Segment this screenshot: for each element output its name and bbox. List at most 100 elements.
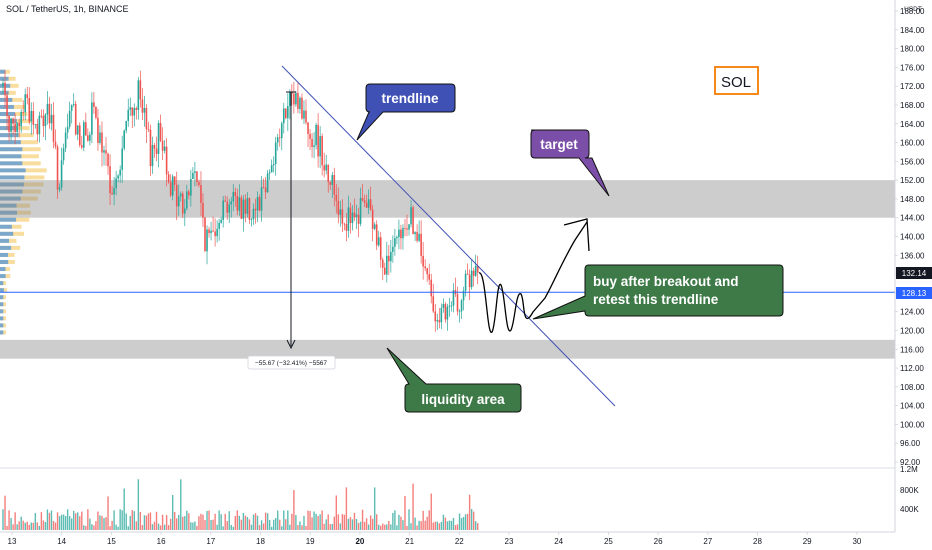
volume-bar [353, 512, 356, 530]
candle-body [287, 105, 289, 119]
volume-bar [103, 518, 105, 530]
candle-body [234, 191, 237, 196]
candle-body [434, 311, 437, 322]
time-tick-label: 19 [306, 537, 315, 546]
volume-bar [398, 514, 400, 530]
volume-bar [440, 521, 443, 530]
candle-body [22, 112, 24, 113]
candle-body [392, 246, 394, 252]
candle-body [113, 188, 115, 195]
price-tick-label: 172.00 [900, 82, 925, 91]
candle-body [99, 132, 101, 143]
candle-body [28, 97, 31, 122]
volume-bar [309, 511, 311, 530]
candle-body [460, 300, 463, 312]
volume-bar [365, 518, 368, 530]
candle-body [430, 279, 433, 297]
candle-body [325, 164, 327, 171]
volume-bar [129, 515, 131, 530]
volume-bar [155, 511, 158, 530]
liquidity-callout[interactable]: liquidity area [386, 347, 522, 413]
volume-bar [20, 516, 22, 530]
price-axis[interactable]: USDT 92.00 96.00 100.00 104.00 108.00 112.00 1… [894, 0, 925, 532]
volume-bar [268, 520, 271, 530]
candle-body [301, 97, 303, 119]
profile-bar-down [0, 175, 25, 180]
price-tick-label: 180.00 [900, 45, 925, 54]
candle-body [30, 111, 33, 122]
time-axis[interactable]: 13 14 15 16 17 18 19 20 21 22 23 24 25 26 27 28 29 30 [0, 531, 895, 546]
target-label: target [540, 137, 578, 152]
candle-body [18, 122, 20, 127]
time-tick-label: 16 [157, 537, 166, 546]
volume-bar [260, 520, 263, 530]
candle-body [64, 132, 67, 149]
candle-body [202, 202, 204, 218]
candle-body [377, 237, 380, 246]
target-arrow-icon [563, 218, 590, 252]
candle-body [359, 198, 362, 224]
candle-body [462, 290, 465, 301]
volume-bar [133, 511, 135, 530]
candle-body [93, 102, 95, 107]
time-tick-label: 18 [256, 537, 265, 546]
price-tick-label: 124.00 [900, 308, 925, 317]
time-tick-label: 13 [8, 537, 17, 546]
candle-body [254, 208, 257, 211]
profile-bar-down [0, 316, 4, 321]
volume-bar [315, 513, 317, 530]
volume-bar [432, 522, 434, 530]
volume-bar [404, 495, 406, 530]
volume-bar [93, 525, 95, 530]
volume-bar [151, 524, 154, 530]
candle-body [56, 146, 59, 190]
candle-body [220, 219, 222, 223]
target-callout[interactable]: target [530, 129, 610, 197]
candle-body [262, 187, 265, 189]
volume-bar [4, 495, 6, 530]
candle-body [337, 200, 340, 215]
candle-body [404, 227, 406, 229]
candle-body [161, 140, 164, 151]
volume-bar [91, 524, 93, 530]
ticker-box[interactable]: SOL [714, 66, 759, 95]
volume-bar [60, 514, 63, 530]
volume-bar [97, 511, 99, 530]
candle-body [416, 232, 418, 241]
candle-body [121, 148, 123, 170]
volume-bar [206, 510, 208, 530]
trendline-callout[interactable]: trendline [356, 83, 456, 141]
volume-bar [184, 516, 186, 530]
candle-body [331, 175, 334, 185]
candle-body [369, 199, 372, 210]
candle-body [256, 197, 259, 211]
candle-body [351, 212, 354, 224]
volume-bar [279, 519, 281, 530]
candle-body [468, 274, 471, 288]
volume-bar [192, 522, 194, 530]
plan-callout[interactable]: buy after breakout and retest this trend… [532, 264, 784, 320]
measure-tool[interactable]: −55.67 (−32.41%) −5567 [247, 91, 336, 370]
candle-body [313, 145, 315, 147]
volume-bar [442, 514, 445, 530]
profile-bar-down [0, 245, 12, 250]
volume-tick-label: 400K [900, 505, 919, 514]
trendline[interactable] [281, 65, 616, 407]
volume-bar [79, 516, 81, 530]
candle-body [444, 303, 447, 320]
time-tick-label: 26 [654, 537, 663, 546]
candle-body [408, 224, 410, 230]
candle-body [46, 103, 49, 115]
candle-body [299, 97, 301, 109]
candle-body [214, 231, 216, 237]
candle-body [418, 233, 420, 241]
candle-body [232, 191, 235, 202]
candle-body [365, 202, 368, 208]
profile-bar-down [0, 267, 6, 272]
profile-bar-down [0, 295, 4, 300]
volume-bar [410, 523, 412, 530]
candle-body [212, 230, 214, 232]
volume-bar [373, 487, 376, 530]
volume-bar [283, 510, 285, 530]
